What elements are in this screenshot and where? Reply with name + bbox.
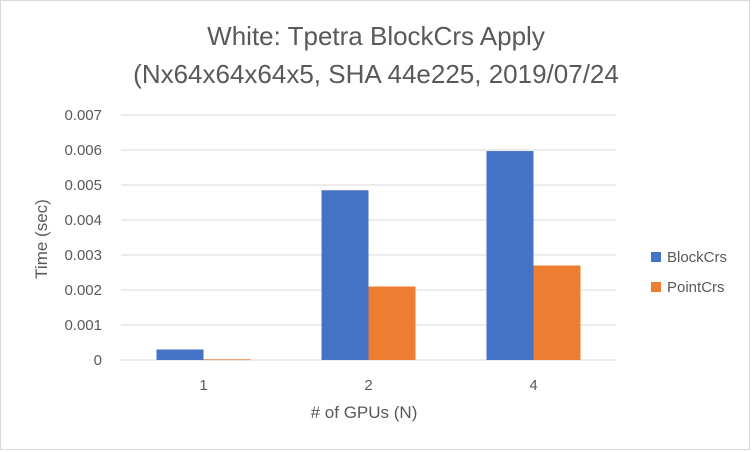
- y-axis-label: Time (sec): [32, 199, 51, 279]
- x-axis-label: # of GPUs (N): [311, 403, 418, 422]
- x-tick-label: 2: [364, 377, 372, 394]
- legend: BlockCrs PointCrs: [651, 242, 727, 302]
- legend-label: PointCrs: [667, 278, 725, 296]
- x-tick-label: 1: [199, 377, 207, 394]
- y-tick-label: 0.005: [64, 177, 102, 194]
- legend-label: BlockCrs: [667, 248, 728, 266]
- x-tick-labels: 1 2 4: [199, 377, 537, 394]
- chart-title-line1: White: Tpetra BlockCrs Apply: [207, 21, 545, 51]
- bars: [156, 151, 581, 361]
- y-tick-label: 0.004: [64, 212, 102, 229]
- bar-blockcrs-1: [156, 349, 204, 360]
- y-tick-label: 0.003: [64, 247, 102, 264]
- bar-pointcrs-1: [203, 359, 251, 361]
- legend-item-blockcrs: BlockCrs: [651, 242, 727, 272]
- y-tick-label: 0.002: [64, 282, 102, 299]
- bar-pointcrs-4: [533, 265, 581, 360]
- legend-item-pointcrs: PointCrs: [651, 272, 727, 302]
- chart-title-line2: (Nx64x64x64x5, SHA 44e225, 2019/07/24: [133, 59, 619, 89]
- y-tick-label: 0.001: [64, 317, 102, 334]
- legend-swatch: [651, 252, 661, 262]
- bar-blockcrs-2: [321, 190, 369, 360]
- bar-blockcrs-4: [486, 151, 534, 360]
- legend-swatch: [651, 282, 661, 292]
- y-tick-label: 0.006: [64, 142, 102, 159]
- y-tick-labels: 0 0.001 0.002 0.003 0.004 0.005 0.006 0.007: [64, 107, 102, 369]
- y-tick-label: 0: [94, 352, 102, 369]
- bar-pointcrs-2: [368, 286, 416, 360]
- x-tick-label: 4: [529, 377, 537, 394]
- y-tick-label: 0.007: [64, 107, 102, 124]
